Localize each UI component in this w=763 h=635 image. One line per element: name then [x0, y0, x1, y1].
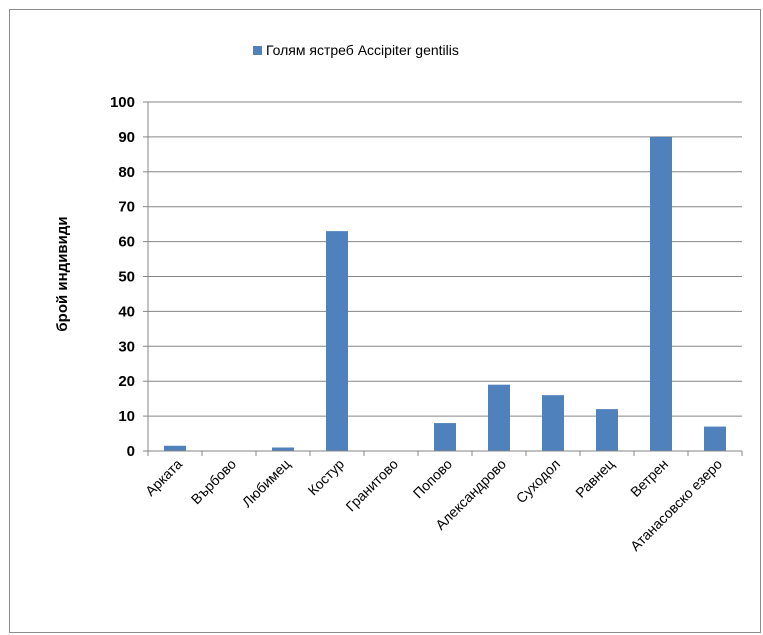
legend-swatch: [253, 46, 262, 55]
bar-chart: 0 10 20 30 40 50 60 70 80 90 100 Арката Върбово Люби…: [10, 10, 762, 634]
x-category-label: Атанасовско езеро: [627, 456, 725, 554]
y-tick-label: 40: [118, 303, 135, 320]
y-tick-labels: 0 10 20 30 40 50 60 70 80 90 100: [110, 94, 135, 460]
y-axis-title: брой индивиди: [54, 216, 71, 331]
chart-frame: 0 10 20 30 40 50 60 70 80 90 100 Арката Върбово Люби…: [9, 9, 761, 633]
y-tick-label: 90: [118, 129, 135, 146]
x-category-label: Суходол: [513, 456, 563, 506]
bar-10: [650, 137, 672, 451]
x-category-label: Любимец: [239, 456, 293, 510]
x-category-label: Арката: [142, 456, 185, 499]
legend-label: Голям ястреб Accipiter gentilis: [266, 42, 459, 58]
bar-6: [434, 423, 456, 451]
bar-7: [488, 385, 510, 451]
y-tick-label: 10: [118, 408, 135, 425]
x-category-label: Върбово: [188, 456, 240, 508]
bar-4: [326, 231, 348, 451]
bar-1: [164, 446, 186, 451]
bar-9: [596, 409, 618, 451]
y-tick-label: 30: [118, 338, 135, 355]
y-tick-label: 20: [118, 373, 135, 390]
legend: Голям ястреб Accipiter gentilis: [253, 42, 459, 58]
bars: [164, 137, 726, 451]
y-tick-label: 100: [110, 94, 135, 111]
x-category-label: Костур: [305, 456, 348, 499]
y-tick-label: 0: [127, 443, 135, 460]
bar-11: [704, 427, 726, 451]
y-tick-label: 70: [118, 199, 135, 216]
y-tick-label: 50: [118, 269, 135, 286]
bar-3: [272, 448, 294, 451]
x-category-label: Попово: [410, 456, 456, 502]
x-category-label: Гранитово: [342, 456, 401, 515]
y-tick-label: 80: [118, 164, 135, 181]
y-tick-label: 60: [118, 234, 135, 251]
x-category-label: Равнец: [572, 456, 617, 501]
bar-8: [542, 395, 564, 451]
x-category-label: Ветрен: [627, 456, 671, 500]
